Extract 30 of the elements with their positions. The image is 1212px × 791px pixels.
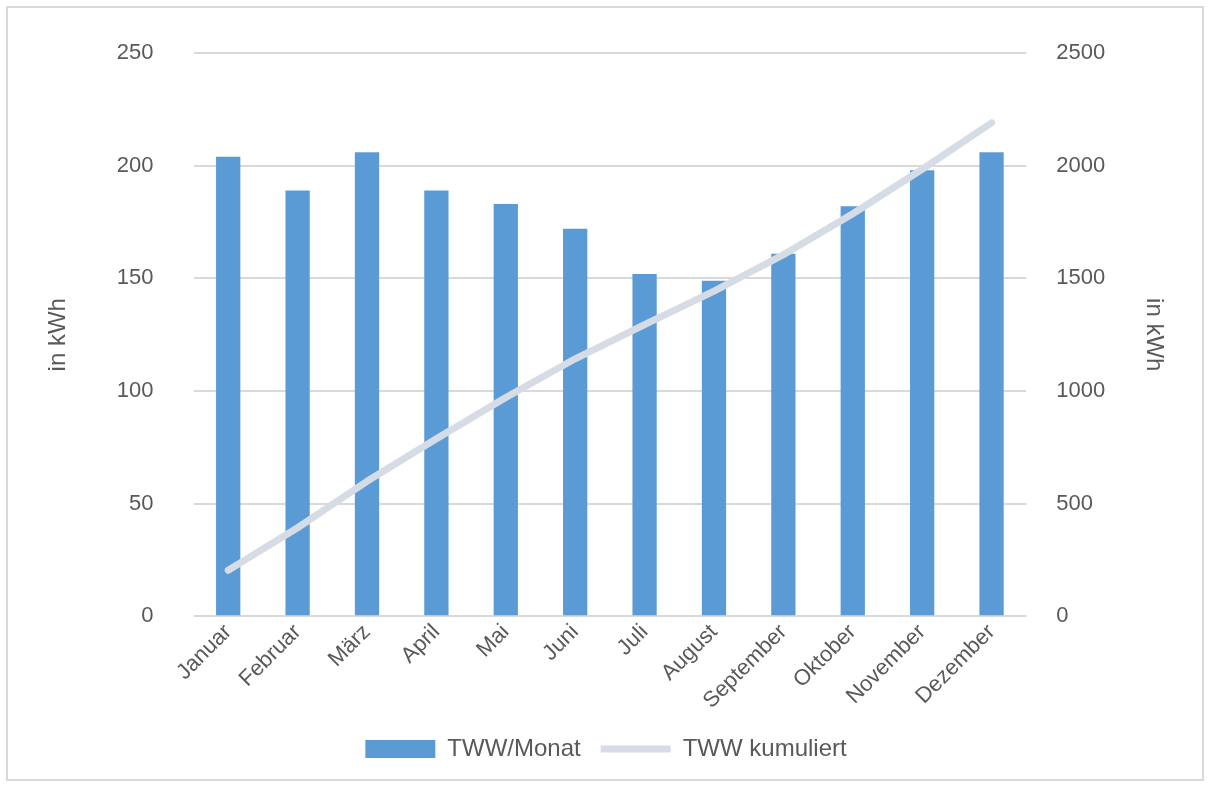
y2-tick-label: 0 [1056,602,1069,628]
y-tick-label: 150 [116,264,154,290]
bar [216,156,241,616]
bar [840,206,865,616]
bar [979,152,1004,616]
y2-tick-label: 1000 [1056,377,1106,403]
y-tick-label: 0 [141,602,154,628]
y-tick-label: 250 [116,39,154,65]
bar [632,273,657,616]
bar [493,204,518,616]
y2-tick-label: 1500 [1056,264,1106,290]
bar [285,190,310,616]
y-tick-label: 100 [116,377,154,403]
legend-label: TWW kumuliert [682,733,847,761]
x-tick-label: Juli [611,618,653,660]
bar [563,228,588,616]
y2-tick-label: 2000 [1056,151,1106,177]
x-tick-label: Mai [470,618,514,662]
bar [910,170,935,616]
y-axis-title: in kWh [43,298,71,372]
bar [424,190,449,616]
y2-tick-label: 2500 [1056,39,1106,65]
y-tick-label: 50 [129,489,154,515]
y-tick-label: 200 [116,151,154,177]
bar [354,152,380,616]
y2-tick-label: 500 [1056,489,1093,515]
legend-label: TWW/Monat [447,733,581,761]
y2-axis-title: in kWh [1141,298,1169,372]
bar [771,253,796,616]
bar [701,280,727,616]
